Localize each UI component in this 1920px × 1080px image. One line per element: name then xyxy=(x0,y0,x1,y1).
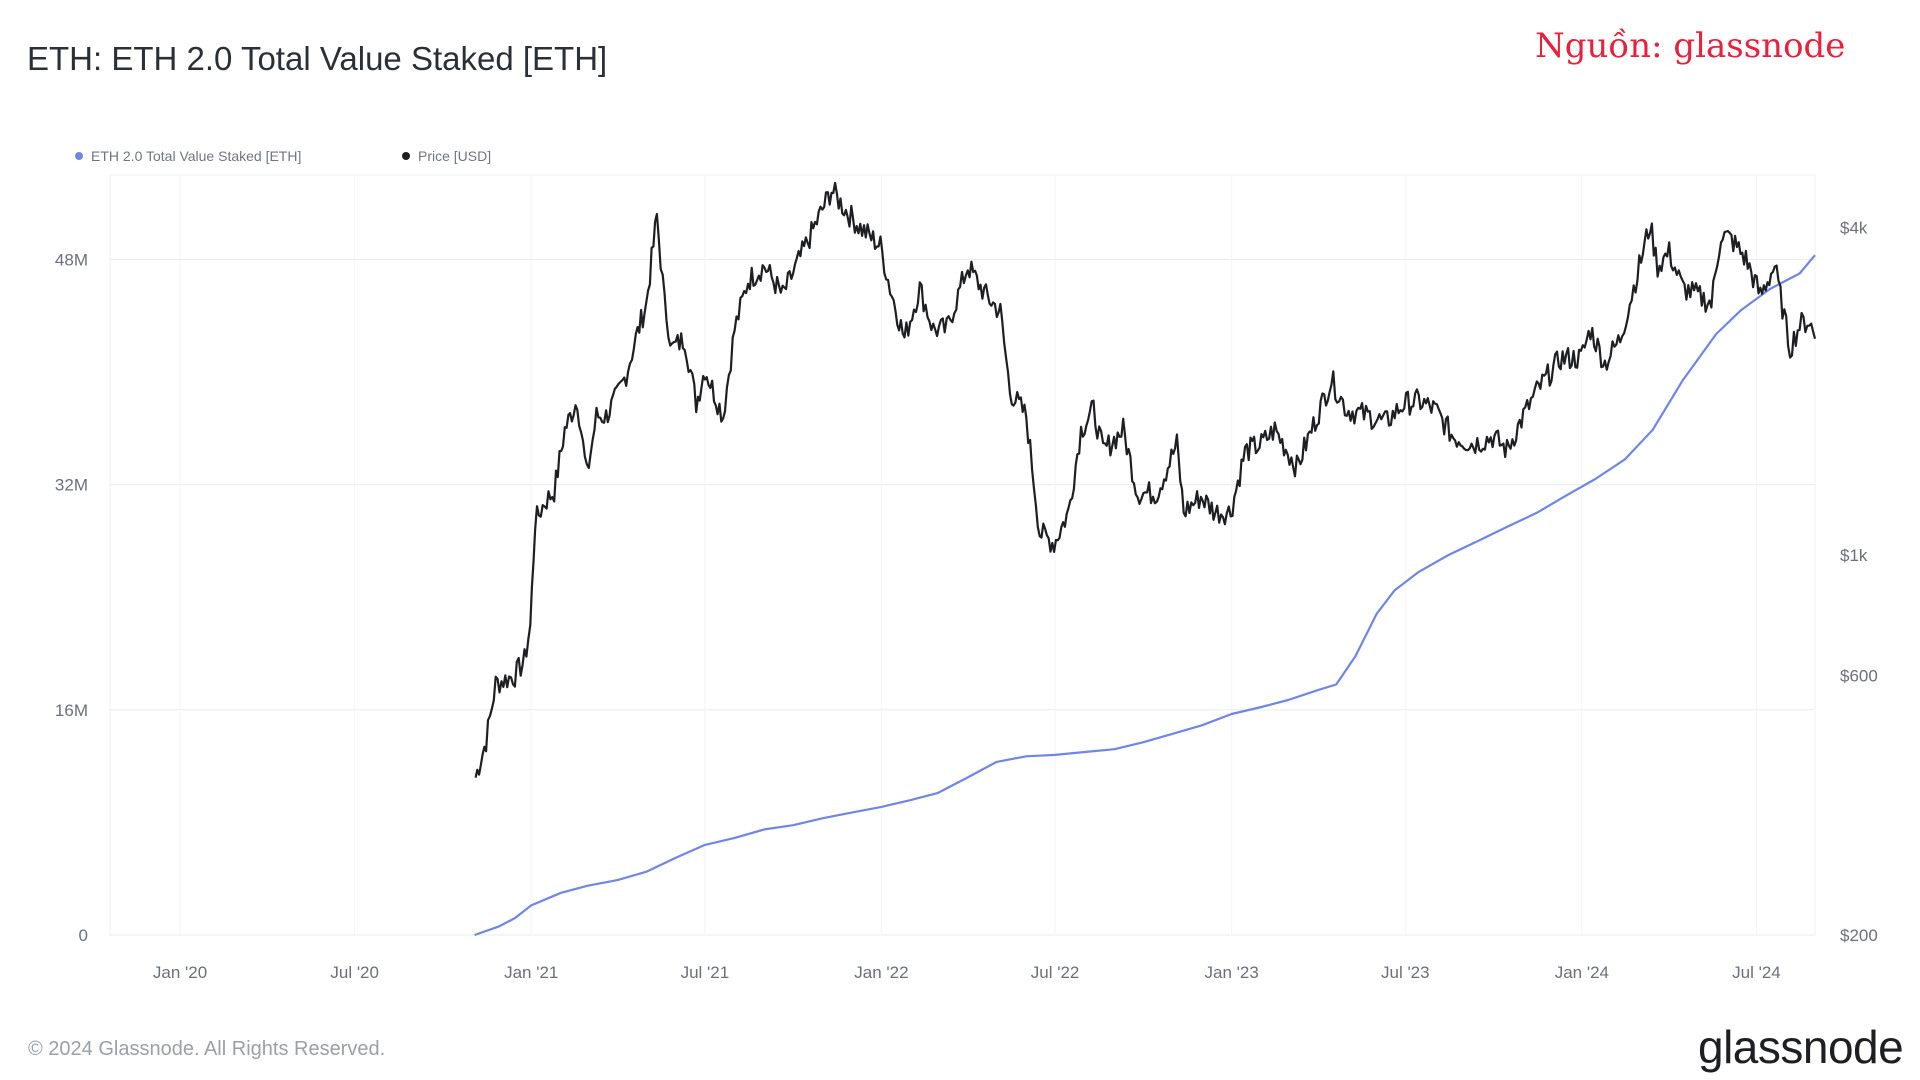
legend-marker-staked xyxy=(75,152,83,160)
grid-lines xyxy=(110,175,1815,936)
y-axis-right: $200 $600 $1k $4k xyxy=(1840,219,1878,945)
y-right-tick-label: $600 xyxy=(1840,667,1878,686)
x-tick-label: Jul '21 xyxy=(681,963,730,982)
x-tick-label: Jan '22 xyxy=(854,963,908,982)
y-right-tick-label: $4k xyxy=(1840,219,1868,238)
x-tick-label: Jan '24 xyxy=(1555,963,1609,982)
y-left-tick-label: 48M xyxy=(55,250,88,269)
x-axis: Jan '20 Jul '20 Jan '21 Jul '21 Jan '22 Jul '… xyxy=(153,963,1781,982)
plot-frame xyxy=(109,174,1816,936)
line-total-value-staked xyxy=(474,254,1816,937)
y-left-tick-label: 32M xyxy=(55,476,88,495)
legend[interactable]: ETH 2.0 Total Value Staked [ETH] Price [… xyxy=(75,148,491,164)
x-tick-label: Jul '23 xyxy=(1381,963,1430,982)
x-tick-label: Jan '21 xyxy=(504,963,558,982)
y-left-tick-label: 0 xyxy=(79,926,88,945)
y-left-tick-label: 16M xyxy=(55,701,88,720)
line-price-usd xyxy=(474,181,1817,778)
chart-title: ETH: ETH 2.0 Total Value Staked [ETH] xyxy=(27,40,608,77)
y-axis-left: 0 16M 32M 48M xyxy=(55,250,88,945)
glassnode-logo: glassnode xyxy=(1698,1021,1904,1073)
y-right-tick-label: $1k xyxy=(1840,546,1868,565)
x-tick-label: Jan '23 xyxy=(1204,963,1258,982)
x-tick-label: Jul '24 xyxy=(1732,963,1781,982)
legend-label-price: Price [USD] xyxy=(418,148,491,164)
x-tick-label: Jul '22 xyxy=(1031,963,1080,982)
x-tick-label: Jul '20 xyxy=(330,963,379,982)
x-tick-label: Jan '20 xyxy=(153,963,207,982)
copyright-text: © 2024 Glassnode. All Rights Reserved. xyxy=(28,1038,386,1060)
chart: ETH 2.0 Total Value Staked [ETH] Price [… xyxy=(55,148,1878,982)
y-right-tick-label: $200 xyxy=(1840,926,1878,945)
source-note: Nguồn: glassnode xyxy=(1535,26,1846,66)
legend-label-staked: ETH 2.0 Total Value Staked [ETH] xyxy=(91,148,301,164)
series-layer xyxy=(474,181,1817,937)
legend-marker-price xyxy=(402,152,410,160)
